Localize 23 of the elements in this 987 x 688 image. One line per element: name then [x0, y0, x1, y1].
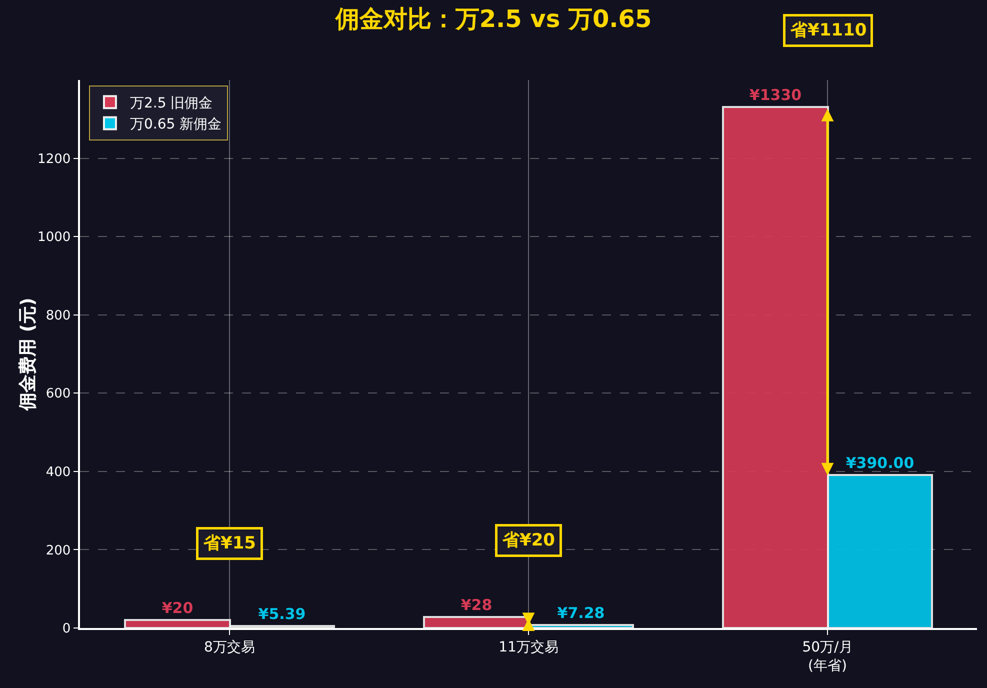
- x-tick-label: 8万交易: [204, 640, 255, 656]
- y-tick-label: 400: [46, 464, 71, 480]
- data-label: ¥1330: [749, 86, 802, 104]
- data-label: ¥20: [162, 599, 194, 617]
- y-tick-label: 1000: [38, 230, 71, 246]
- text: 省¥1110: [790, 20, 867, 40]
- annotation: 省¥20: [502, 530, 556, 550]
- chart-title: 佣金对比：万2.5 vs 万0.65: [334, 5, 652, 34]
- y-tick-label: 0: [62, 622, 71, 637]
- y-axis-title: 佣金费用 (元): [18, 298, 38, 412]
- y-tick-label: 800: [46, 308, 71, 324]
- data-label: ¥5.39: [258, 605, 306, 623]
- y-tick-label: 600: [46, 386, 71, 402]
- x-tick-label: 50万/月 (年省): [802, 640, 853, 674]
- y-tick-label: 200: [46, 543, 71, 558]
- data-label: ¥7.28: [557, 604, 605, 622]
- legend-label: 万2.5 旧佣金: [130, 96, 213, 112]
- legend-label: 万0.65 新佣金: [130, 116, 222, 133]
- x-tick-label: 11万交易: [498, 640, 558, 656]
- data-label: ¥28: [460, 596, 492, 614]
- y-tick-label: 1200: [38, 152, 71, 167]
- annotation: 省¥15: [202, 534, 256, 554]
- data-label: ¥390.00: [846, 454, 914, 472]
